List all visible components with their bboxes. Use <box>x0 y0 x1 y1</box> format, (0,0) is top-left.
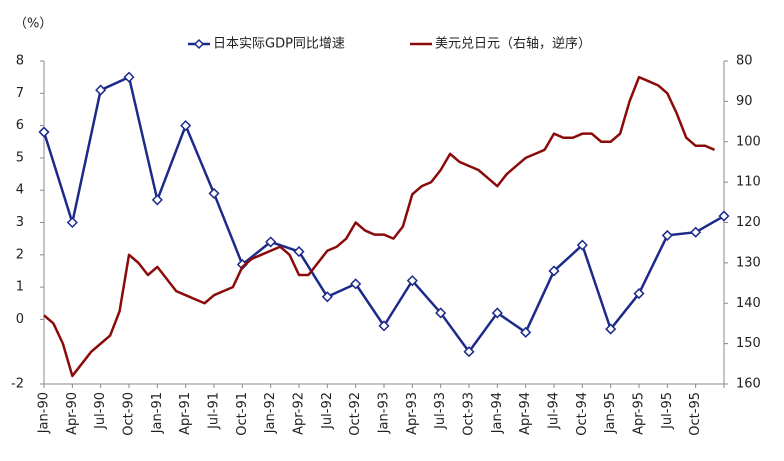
point-marker <box>293 246 305 258</box>
y-tick-label: 0 <box>16 312 24 327</box>
x-tick-label: Apr-95 <box>632 392 647 435</box>
y-tick-label: 7 <box>16 86 24 101</box>
x-tick-label: Jan-94 <box>490 392 505 434</box>
y2-tick-label: 130 <box>736 255 761 270</box>
point-marker <box>661 229 673 241</box>
x-tick-label: Jan-95 <box>603 392 618 434</box>
point-marker <box>66 216 78 229</box>
point-marker <box>38 126 50 138</box>
legend-marker <box>193 38 205 50</box>
x-tick-label: Jul-95 <box>660 392 675 430</box>
x-tick-label: Apr-93 <box>405 392 420 435</box>
y2-tick-label: 160 <box>736 377 761 392</box>
y2-tick-label: 120 <box>736 215 761 230</box>
y2-tick-label: 140 <box>736 296 761 311</box>
x-tick-label: Jul-91 <box>207 392 222 430</box>
point-marker <box>350 278 362 290</box>
x-tick-label: Jul-92 <box>320 392 335 430</box>
x-tick-label: Jul-93 <box>433 392 448 430</box>
y-tick-label: -2 <box>11 377 24 392</box>
x-tick-label: Oct-91 <box>235 392 250 436</box>
point-marker <box>321 291 333 303</box>
point-marker <box>180 120 192 132</box>
y2-tick-label: 90 <box>736 94 753 109</box>
point-marker <box>151 194 163 206</box>
point-marker <box>378 320 390 332</box>
x-tick-label: Apr-94 <box>518 392 533 435</box>
y2-tick-label: 150 <box>736 336 761 351</box>
y-axis-label: （%） <box>14 17 52 32</box>
point-marker <box>406 275 418 287</box>
x-tick-label: Oct-90 <box>122 392 137 436</box>
x-tick-label: Jan-93 <box>377 392 392 434</box>
series-line <box>42 75 725 353</box>
point-marker <box>95 84 107 96</box>
x-tick-label: Apr-92 <box>292 392 307 435</box>
y-tick-label: 1 <box>16 280 24 295</box>
x-tick-label: Oct-93 <box>462 392 477 436</box>
point-marker <box>463 346 475 358</box>
point-marker <box>491 307 503 319</box>
point-marker <box>123 71 135 83</box>
series-line <box>43 75 716 378</box>
point-marker <box>520 326 532 338</box>
x-tick-label: Apr-91 <box>178 392 193 435</box>
y2-tick-label: 110 <box>736 175 761 190</box>
point-marker <box>208 187 220 199</box>
y2-tick-label: 80 <box>736 54 753 69</box>
y2-tick-label: 100 <box>736 134 761 149</box>
point-marker <box>605 323 617 335</box>
legend-label: 美元兑日元（右轴，逆序） <box>435 36 591 52</box>
x-tick-label: Apr-90 <box>65 392 80 435</box>
x-tick-label: Oct-92 <box>348 392 363 436</box>
legend-label: 日本实际GDP同比增速 <box>213 37 345 52</box>
x-tick-label: Jul-90 <box>93 392 108 430</box>
y-tick-label: 3 <box>16 215 24 230</box>
x-tick-label: Jul-94 <box>547 392 562 430</box>
point-marker <box>576 239 588 251</box>
x-tick-label: Oct-94 <box>575 392 590 436</box>
point-marker <box>690 226 702 238</box>
y-tick-label: 4 <box>16 183 24 198</box>
x-tick-label: Jan-92 <box>263 392 278 434</box>
y-tick-label: 6 <box>16 118 24 133</box>
point-marker <box>718 210 730 222</box>
point-marker <box>265 236 277 248</box>
x-tick-label: Oct-95 <box>688 392 703 436</box>
point-marker <box>548 265 560 277</box>
y-tick-label: 2 <box>16 247 24 262</box>
y-tick-label: 5 <box>16 150 24 165</box>
x-tick-label: Jan-91 <box>150 392 165 434</box>
point-marker <box>633 287 645 300</box>
point-marker <box>435 307 447 319</box>
x-tick-label: Jan-90 <box>37 392 52 434</box>
y-tick-label: 8 <box>16 54 24 69</box>
